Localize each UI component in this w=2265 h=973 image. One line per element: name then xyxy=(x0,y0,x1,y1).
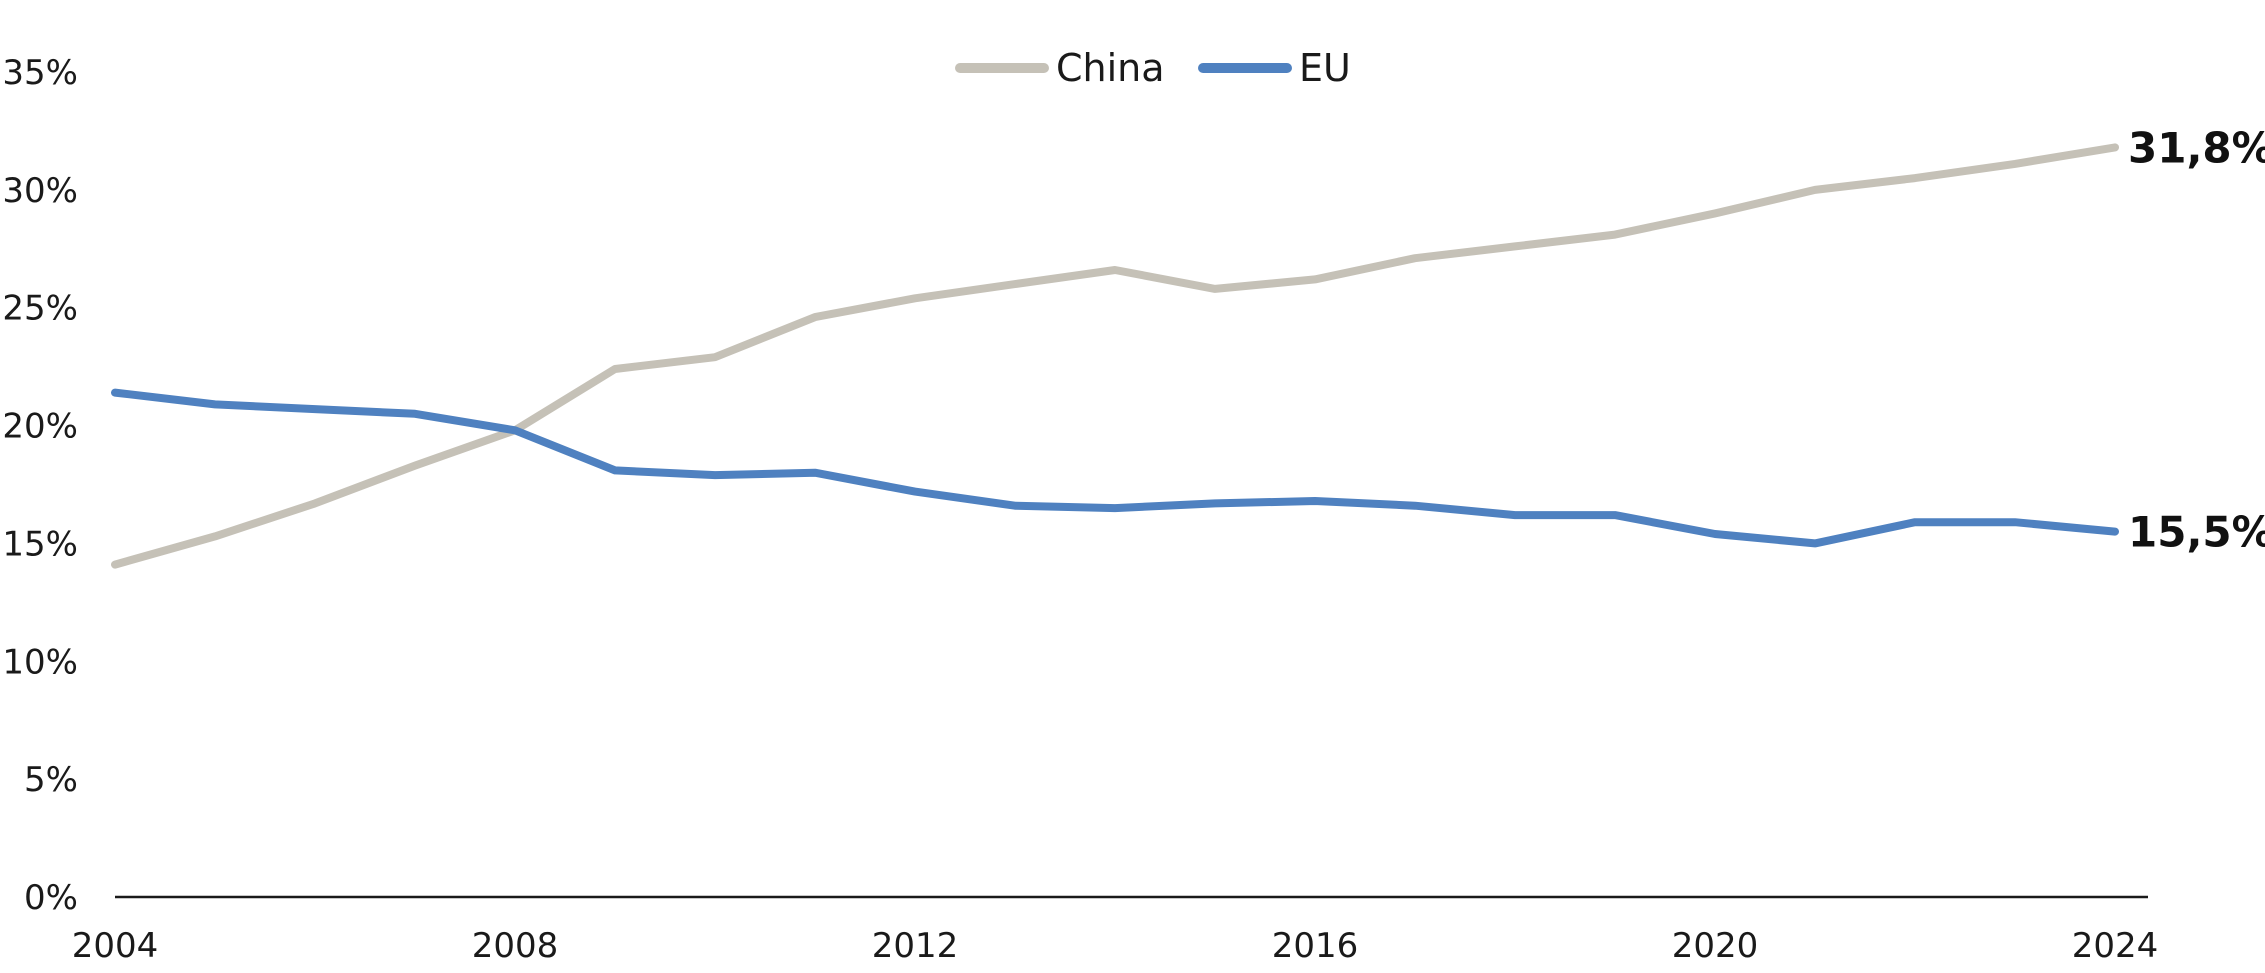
x-axis: 2004 2008 2012 2016 2020 2024 xyxy=(72,895,2159,966)
y-tick-label: 25% xyxy=(2,289,78,329)
legend-item-china: China xyxy=(955,46,1165,90)
y-tick-label: 35% xyxy=(2,53,78,93)
x-tick-label: 2020 xyxy=(1672,926,1759,966)
x-tick-label: 2024 xyxy=(2072,926,2159,966)
end-label-eu: 15,5% xyxy=(2128,508,2265,557)
legend-label: China xyxy=(1056,46,1165,90)
y-tick-label: 20% xyxy=(2,407,78,447)
y-tick-label: 15% xyxy=(2,524,78,564)
y-tick-label: 5% xyxy=(24,760,78,800)
legend-item-eu: EU xyxy=(1198,46,1351,90)
y-axis: 0% 5% 10% 15% 20% 25% 30% 35% xyxy=(2,53,78,918)
x-tick-label: 2012 xyxy=(872,926,959,966)
series-china xyxy=(111,143,2119,569)
end-label-china: 31,8% xyxy=(2128,123,2265,172)
x-tick-label: 2004 xyxy=(72,926,159,966)
series-eu xyxy=(111,388,2119,548)
series-line-china xyxy=(111,143,2119,569)
x-tick-label: 2008 xyxy=(472,926,559,966)
y-tick-label: 10% xyxy=(2,642,78,682)
legend-label: EU xyxy=(1299,46,1351,90)
x-tick-label: 2016 xyxy=(1272,926,1359,966)
y-tick-label: 0% xyxy=(24,878,78,918)
series-group xyxy=(111,143,2119,569)
y-tick-label: 30% xyxy=(2,171,78,211)
end-labels: 31,8% 15,5% xyxy=(2128,123,2265,556)
legend: China EU xyxy=(955,46,1351,90)
